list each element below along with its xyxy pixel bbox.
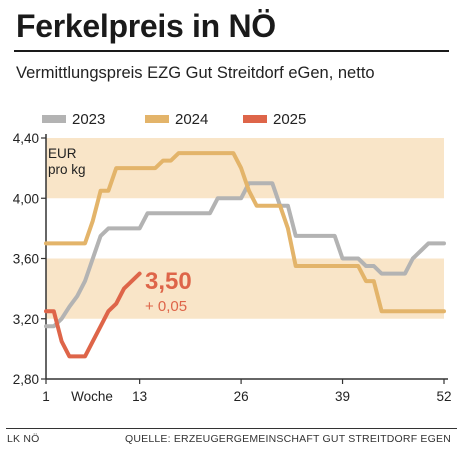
y-tick-label: 4,00 [13, 191, 39, 206]
x-tick-label: 26 [234, 389, 249, 404]
series-line-2024 [44, 151, 446, 314]
unit-label-line-1: pro kg [48, 162, 86, 177]
footer-rule [6, 428, 457, 429]
legend: 2023 2024 2025 [42, 111, 306, 128]
title-rule [14, 50, 449, 52]
chart-subtitle: Vermittlungspreis EZG Gut Streitdorf eGe… [16, 64, 375, 82]
series-line-2023 [44, 181, 446, 329]
y-axis: 2,80 3,20 3,60 4,00 4,40 [13, 131, 47, 387]
legend-label-2025: 2025 [273, 111, 306, 128]
legend-label-2024: 2024 [175, 111, 208, 128]
x-tick-label: 52 [436, 389, 451, 404]
legend-swatch-2023 [42, 115, 66, 123]
current-price-label: 3,50 [145, 268, 192, 295]
series-line-2025 [44, 271, 142, 359]
x-axis: 1 13 26 39 52 Woche [42, 378, 452, 404]
y-tick-label: 2,80 [13, 372, 39, 387]
y-tick-label: 4,40 [13, 131, 39, 146]
price-change-label: + 0,05 [145, 298, 187, 315]
y-tick-label: 3,60 [13, 252, 39, 267]
x-tick-label: 39 [335, 389, 350, 404]
footer-credit: LK NÖ [7, 433, 40, 445]
y-tick-label: 3,20 [13, 312, 39, 327]
legend-label-2023: 2023 [72, 111, 105, 128]
x-tick-label: 13 [132, 389, 147, 404]
unit-label-line-0: EUR [48, 146, 77, 161]
annotation: 3,50 + 0,05 [145, 268, 192, 315]
x-tick-label: 1 [42, 389, 50, 404]
legend-swatch-2025 [243, 115, 267, 123]
x-axis-label: Woche [71, 389, 113, 404]
footer-source: QUELLE: ERZEUGERGEMEINSCHAFT GUT STREITD… [124, 433, 451, 445]
legend-swatch-2024 [145, 115, 169, 123]
page-title: Ferkelpreis in NÖ [16, 8, 276, 44]
series-lines [44, 151, 446, 359]
